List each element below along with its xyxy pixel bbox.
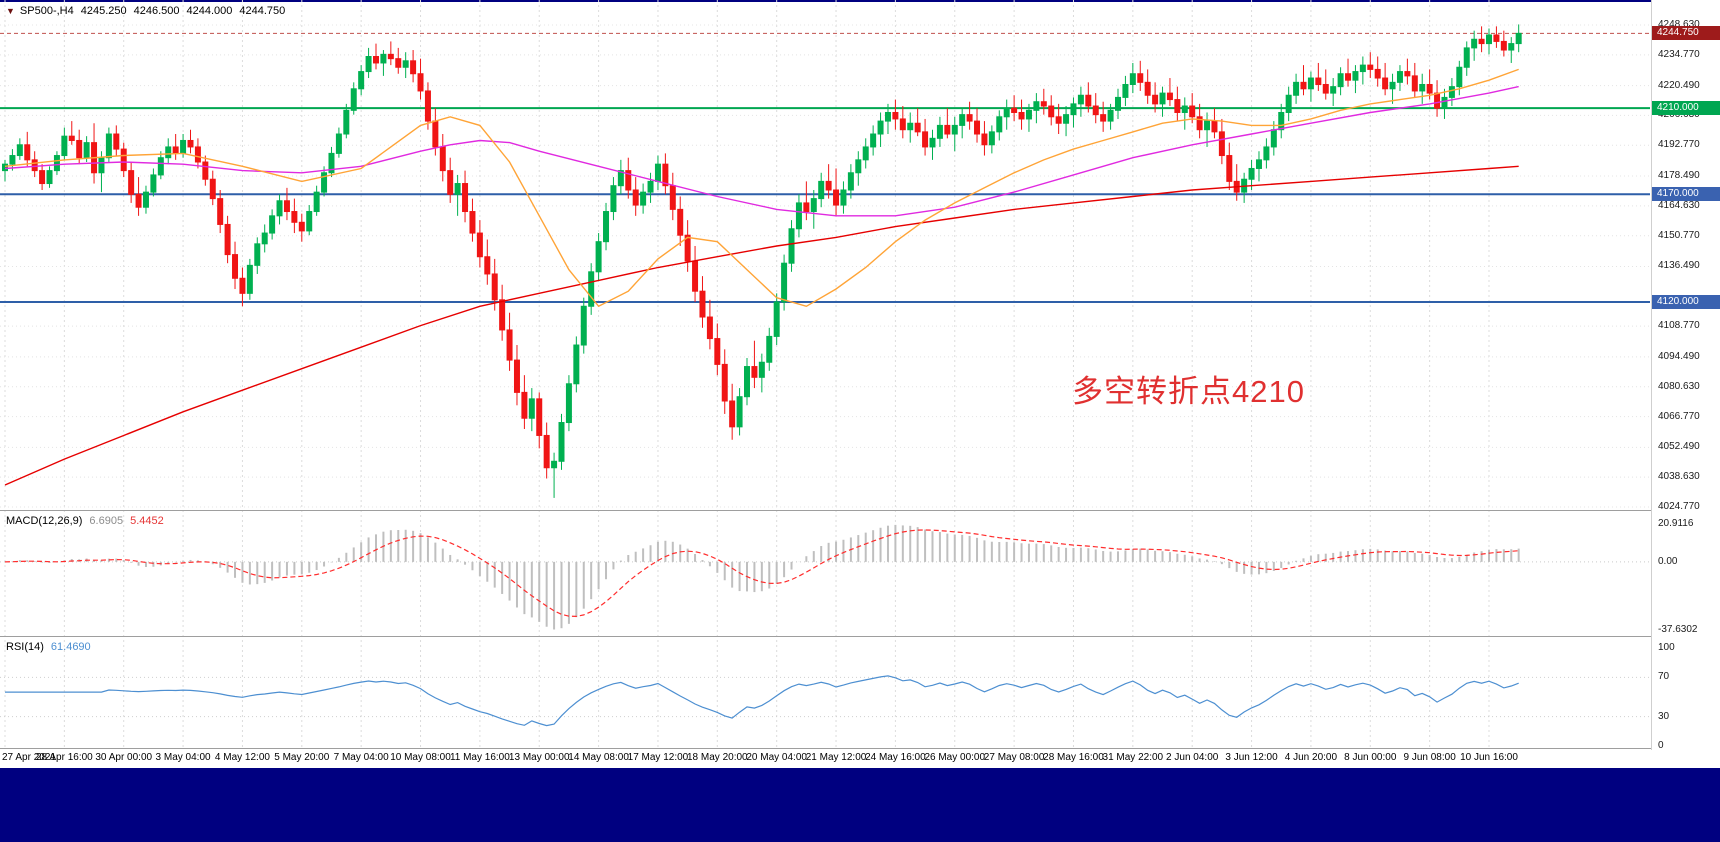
- price-tick-label: 4052.490: [1658, 441, 1700, 453]
- rsi-tick-label: 100: [1658, 642, 1675, 653]
- price-tick-label: 4220.490: [1658, 79, 1700, 91]
- time-tick-label: 31 May 22:00: [1102, 752, 1164, 763]
- macd-value-main: 6.6905: [89, 515, 124, 527]
- rsi-tick-label: 0: [1658, 740, 1664, 751]
- rsi-line: [5, 675, 1519, 727]
- chart-header: ▼ SP500-,H4 4245.250 4246.500 4244.000 4244.7…: [6, 5, 285, 17]
- price-tick-label: 4234.770: [1658, 48, 1700, 60]
- ma-slow: [4, 165, 1519, 486]
- time-tick-label: 30 Apr 00:00: [95, 752, 153, 763]
- price-tick-label: 4164.630: [1658, 199, 1700, 211]
- macd-name: MACD(12,26,9): [6, 515, 83, 527]
- time-tick-label: 11 May 16:00: [449, 752, 510, 763]
- price-tick-label: 4178.490: [1658, 170, 1700, 182]
- window-bottom-area: [0, 768, 1720, 842]
- time-tick-label: 28 May 16:00: [1043, 752, 1104, 763]
- time-tick-label: 17 May 12:00: [627, 752, 689, 763]
- rsi-value: 61.4690: [50, 641, 91, 653]
- rsi-name: RSI(14): [6, 641, 44, 653]
- macd-tick-label: 0.00: [1658, 555, 1678, 567]
- time-axis[interactable]: 27 Apr 2021 28 Apr 16:00 30 Apr 00:00 3 May…: [0, 750, 1720, 768]
- current-price-badge: 4244.750: [1652, 26, 1720, 41]
- time-tick-label: 4 Jun 20:00: [1284, 752, 1338, 763]
- time-tick-label: 9 Jun 08:00: [1403, 752, 1456, 763]
- rsi-pane-splitter[interactable]: [0, 636, 1720, 637]
- time-tick-label: 10 May 08:00: [390, 752, 451, 763]
- time-tick-label: 2 Jun 04:00: [1166, 752, 1219, 763]
- time-tick-label: 8 Jun 00:00: [1344, 752, 1397, 763]
- time-axis-border: [0, 748, 1720, 749]
- rsi-tick-label: 30: [1658, 710, 1670, 722]
- symbol-period-label: SP500-,H4: [19, 5, 74, 17]
- price-tick-label: 4136.490: [1658, 260, 1700, 272]
- time-tick-label: 7 May 04:00: [333, 752, 389, 763]
- chart-annotation-text[interactable]: 多空转折点4210: [1072, 374, 1305, 409]
- time-tick-label: 13 May 00:00: [508, 752, 570, 763]
- price-tick-label: 4094.490: [1658, 350, 1700, 362]
- time-tick-label: 3 Jun 12:00: [1225, 752, 1278, 763]
- price-axis[interactable]: 4248.6304234.7704220.4904206.6304192.770…: [1651, 0, 1720, 768]
- price-tick-label: 4248.630: [1658, 19, 1700, 30]
- ma-mid: [4, 85, 1519, 217]
- time-tick-label: 3 May 04:00: [155, 752, 211, 763]
- time-tick-label: 28 Apr 16:00: [36, 752, 93, 763]
- price-tick-label: 4150.770: [1658, 229, 1700, 241]
- chart-canvas[interactable]: [0, 0, 1720, 768]
- ohlc-low: 4244.000: [186, 5, 233, 17]
- macd-value-signal: 5.4452: [130, 515, 164, 527]
- window-top-border: [0, 0, 1720, 2]
- macd-tick-label: -37.6302: [1658, 624, 1698, 635]
- price-tick-label: 4038.630: [1658, 471, 1700, 483]
- time-tick-label: 27 Apr 2021: [2, 752, 56, 763]
- time-tick-label: 26 May 00:00: [924, 752, 986, 763]
- macd-pane-splitter[interactable]: [0, 510, 1720, 511]
- price-tick-label: 4024.770: [1658, 501, 1700, 512]
- time-tick-label: 14 May 08:00: [568, 752, 629, 763]
- price-tick-label: 4192.770: [1658, 139, 1700, 151]
- time-tick-label: 18 May 20:00: [687, 752, 748, 763]
- ohlc-open: 4245.250: [80, 5, 127, 17]
- symbol-marker-icon: ▼: [6, 6, 15, 16]
- time-tick-label: 24 May 16:00: [865, 752, 926, 763]
- price-tick-label: 4108.770: [1658, 320, 1700, 332]
- macd-tick-label: 20.9116: [1658, 518, 1694, 529]
- price-tick-label: 4066.770: [1658, 410, 1700, 422]
- ohlc-high: 4246.500: [133, 5, 180, 17]
- time-tick-label: 27 May 08:00: [983, 752, 1045, 763]
- time-tick-label: 4 May 12:00: [214, 752, 270, 763]
- price-tick-label: 4080.630: [1658, 380, 1700, 392]
- ohlc-close: 4244.750: [239, 5, 286, 17]
- macd-indicator-label: MACD(12,26,9) 6.6905 5.4452: [6, 515, 164, 527]
- time-tick-label: 21 May 12:00: [805, 752, 867, 763]
- price-level-badge: 4210.000: [1652, 101, 1720, 116]
- rsi-indicator-label: RSI(14) 61.4690: [6, 641, 91, 653]
- price-level-badge: 4170.000: [1652, 187, 1720, 202]
- time-tick-label: 5 May 20:00: [274, 752, 330, 763]
- time-tick-label: 10 Jun 16:00: [1460, 752, 1518, 763]
- time-tick-label: 20 May 04:00: [746, 752, 807, 763]
- macd-signal-line: [4, 529, 1519, 618]
- price-level-badge: 4120.000: [1652, 294, 1720, 309]
- ma-fast: [4, 68, 1519, 308]
- rsi-tick-label: 70: [1658, 671, 1670, 683]
